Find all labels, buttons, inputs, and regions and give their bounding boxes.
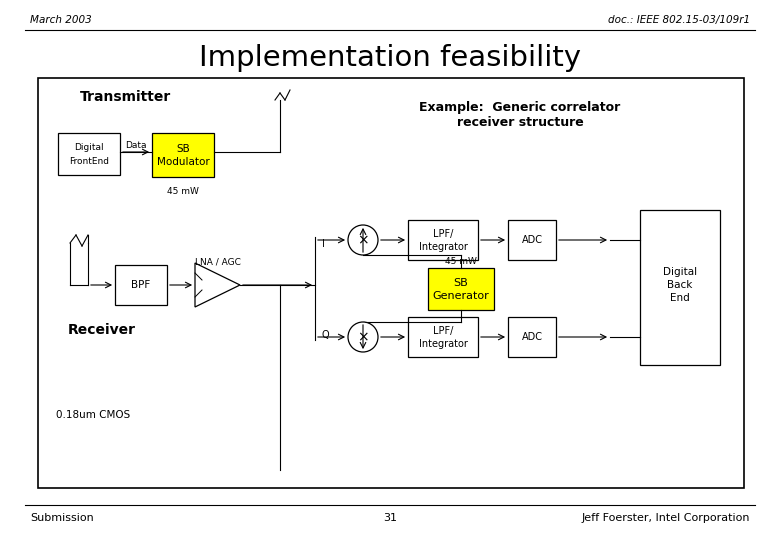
Text: I: I <box>322 239 325 249</box>
Text: doc.: IEEE 802.15-03/109r1: doc.: IEEE 802.15-03/109r1 <box>608 15 750 25</box>
Circle shape <box>348 322 378 352</box>
Text: 31: 31 <box>383 513 397 523</box>
Text: Digital: Digital <box>74 144 104 152</box>
Text: ×: × <box>357 233 369 247</box>
Bar <box>152 133 214 177</box>
Bar <box>38 78 744 488</box>
Text: receiver structure: receiver structure <box>456 116 583 129</box>
Text: Generator: Generator <box>433 291 489 301</box>
Text: Q: Q <box>322 330 330 340</box>
Text: Receiver: Receiver <box>68 323 136 337</box>
Text: March 2003: March 2003 <box>30 15 92 25</box>
Bar <box>640 210 720 365</box>
Text: ADC: ADC <box>522 235 543 245</box>
Text: Integrator: Integrator <box>419 242 467 252</box>
Text: FrontEnd: FrontEnd <box>69 157 109 165</box>
Bar <box>508 317 556 357</box>
Bar <box>408 220 478 260</box>
Circle shape <box>348 225 378 255</box>
Text: Transmitter: Transmitter <box>80 90 172 104</box>
Text: Data: Data <box>126 140 147 150</box>
Bar <box>508 220 556 260</box>
Text: 45 mW: 45 mW <box>445 256 477 266</box>
Text: BPF: BPF <box>131 280 151 290</box>
Bar <box>408 317 478 357</box>
Text: LPF/: LPF/ <box>433 229 453 239</box>
Polygon shape <box>195 263 240 307</box>
Bar <box>58 133 120 175</box>
Text: Digital: Digital <box>663 267 697 277</box>
Text: Integrator: Integrator <box>419 339 467 349</box>
Text: Submission: Submission <box>30 513 94 523</box>
Text: Implementation feasibility: Implementation feasibility <box>199 44 581 72</box>
Bar <box>428 268 494 310</box>
Text: ADC: ADC <box>522 332 543 342</box>
Text: LPF/: LPF/ <box>433 326 453 336</box>
Text: LNA / AGC: LNA / AGC <box>195 258 241 267</box>
Text: Jeff Foerster, Intel Corporation: Jeff Foerster, Intel Corporation <box>582 513 750 523</box>
Text: Modulator: Modulator <box>157 157 209 167</box>
Text: ×: × <box>357 330 369 344</box>
Text: 0.18um CMOS: 0.18um CMOS <box>56 410 130 420</box>
Bar <box>115 265 167 305</box>
Text: End: End <box>670 293 690 303</box>
Text: Example:  Generic correlator: Example: Generic correlator <box>420 102 621 114</box>
Text: Back: Back <box>668 280 693 290</box>
Text: SB: SB <box>176 144 190 154</box>
Text: 45 mW: 45 mW <box>167 187 199 197</box>
Text: SB: SB <box>454 278 468 288</box>
